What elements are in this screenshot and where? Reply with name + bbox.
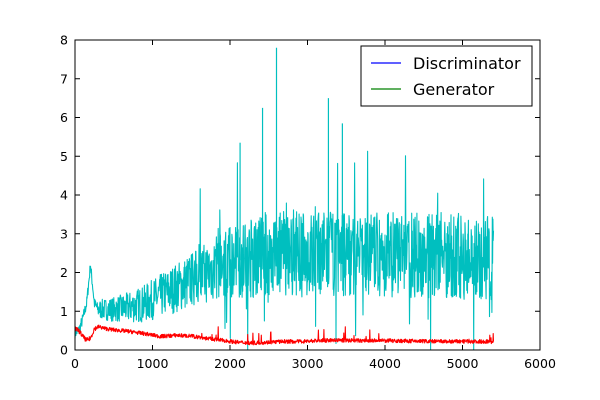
x-tick-label: 6000: [524, 356, 556, 371]
legend: Discriminator Generator: [360, 45, 533, 107]
y-tick-label: 8: [60, 33, 68, 48]
x-tick-label: 3000: [292, 356, 324, 371]
x-tick-label: 2000: [214, 356, 246, 371]
ticks-layer: 0 1000 2000 3000 4000 5000 6000 0 1 2 3 4 5 6 7 8: [60, 33, 556, 372]
legend-label: Discriminator: [413, 54, 521, 73]
y-tick-label: 4: [60, 188, 68, 203]
x-tick-label: 1000: [137, 356, 169, 371]
x-tick-label: 4000: [369, 356, 401, 371]
y-tick-label: 0: [60, 343, 68, 358]
y-tick-label: 6: [60, 110, 68, 125]
y-tick-label: 3: [60, 226, 68, 241]
generator-line: [74, 150, 495, 350]
x-tick-label: 0: [71, 356, 79, 371]
legend-box: [360, 45, 533, 107]
y-tick-label: 1: [60, 304, 68, 319]
series-layer: [74, 47, 495, 350]
y-tick-label: 2: [60, 265, 68, 280]
y-tick-label: 5: [60, 149, 68, 164]
y-tick-label: 7: [60, 71, 68, 86]
legend-label: Generator: [413, 80, 495, 99]
discriminator-line: [74, 324, 495, 346]
x-tick-label: 5000: [447, 356, 479, 371]
